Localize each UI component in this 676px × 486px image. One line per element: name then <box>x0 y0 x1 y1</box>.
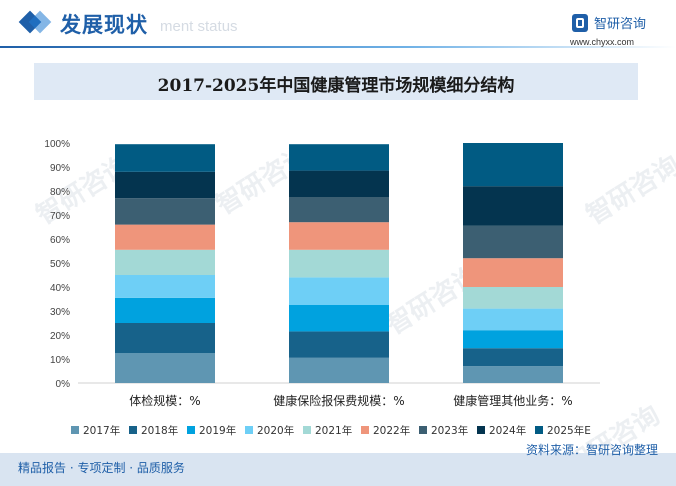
bar-segment <box>115 353 215 383</box>
y-tick-label: 50% <box>50 259 70 270</box>
page-footer: 精品报告 · 专项定制 · 品质服务 资料来源：智研咨询整理 <box>0 443 676 486</box>
bar-segment <box>115 171 215 199</box>
bar-segment <box>289 357 389 383</box>
x-category-label: 健康保险报保费规模：% <box>273 393 404 408</box>
bar-segment <box>289 197 389 223</box>
chart-title-band: 2017-2025年中国健康管理市场规模细分结构 <box>34 63 638 100</box>
legend-label: 2022年 <box>373 424 410 437</box>
footer-tagline: 精品报告 · 专项定制 · 品质服务 <box>18 461 185 475</box>
legend-label: 2024年 <box>489 424 526 437</box>
legend-label: 2020年 <box>257 424 294 437</box>
bar-segment <box>289 277 389 305</box>
y-tick-label: 100% <box>44 139 70 150</box>
legend-label: 2018年 <box>141 424 178 437</box>
legend-swatch <box>129 426 137 434</box>
bar-segment <box>463 143 563 187</box>
y-tick-label: 90% <box>50 163 70 174</box>
legend-swatch <box>419 426 427 434</box>
legend-swatch <box>477 426 485 434</box>
x-category-label: 健康管理其他业务：% <box>453 393 572 408</box>
bar-segment <box>289 249 389 278</box>
legend-swatch <box>535 426 543 434</box>
chart-title: 2017-2025年中国健康管理市场规模细分结构 <box>157 76 515 96</box>
legend-label: 2025年E <box>547 424 591 437</box>
legend-label: 2017年 <box>83 424 120 437</box>
brand-logo-icon <box>572 14 588 32</box>
page-header: 发展现状 ment status 智研咨询 www.chyxx.com <box>0 0 676 50</box>
bar-segment <box>115 144 215 172</box>
header-divider <box>0 46 676 48</box>
y-tick-label: 60% <box>50 235 70 246</box>
bar-segment <box>115 275 215 298</box>
y-tick-label: 10% <box>50 355 70 366</box>
bar-segment <box>463 348 563 367</box>
x-category-label: 体检规模：% <box>129 393 200 408</box>
y-tick-label: 70% <box>50 211 70 222</box>
legend-label: 2019年 <box>199 424 236 437</box>
bar-segment <box>463 186 563 226</box>
bar-segment <box>463 366 563 383</box>
bar-segment <box>115 297 215 323</box>
y-tick-label: 20% <box>50 331 70 342</box>
stacked-bar-chart: 0% 10% 20% 30% 40% 50% 60% 70% 80% 90% 100% 体检规模：% 健… <box>44 139 600 437</box>
section-subtitle: ment status <box>160 18 238 35</box>
section-title: 发展现状 <box>60 13 148 37</box>
legend-swatch <box>361 426 369 434</box>
bar-segment <box>463 330 563 349</box>
bar-segment <box>115 224 215 250</box>
bar-segment <box>463 287 563 309</box>
bar-segment <box>289 144 389 171</box>
y-tick-label: 30% <box>50 307 70 318</box>
legend-label: 2021年 <box>315 424 352 437</box>
bar-segment <box>463 308 563 331</box>
y-tick-label: 40% <box>50 283 70 294</box>
data-source: 资料来源：智研咨询整理 <box>525 443 658 457</box>
bar-segment <box>115 249 215 275</box>
bar-segment <box>289 331 389 358</box>
bar-segment <box>463 225 563 259</box>
bar-segment <box>289 305 389 332</box>
legend-swatch <box>303 426 311 434</box>
legend-label: 2023年 <box>431 424 468 437</box>
bar-segment <box>289 170 389 197</box>
y-tick-label: 0% <box>56 379 71 390</box>
bar-segment <box>115 198 215 225</box>
bar-segment <box>289 222 389 250</box>
legend-swatch <box>245 426 253 434</box>
brand-name: 智研咨询 <box>594 17 647 32</box>
y-tick-label: 80% <box>50 187 70 198</box>
brand-url: www.chyxx.com <box>570 37 635 47</box>
bar-segment <box>115 323 215 353</box>
bar-segment <box>463 258 563 287</box>
legend-swatch <box>187 426 195 434</box>
legend-swatch <box>71 426 79 434</box>
